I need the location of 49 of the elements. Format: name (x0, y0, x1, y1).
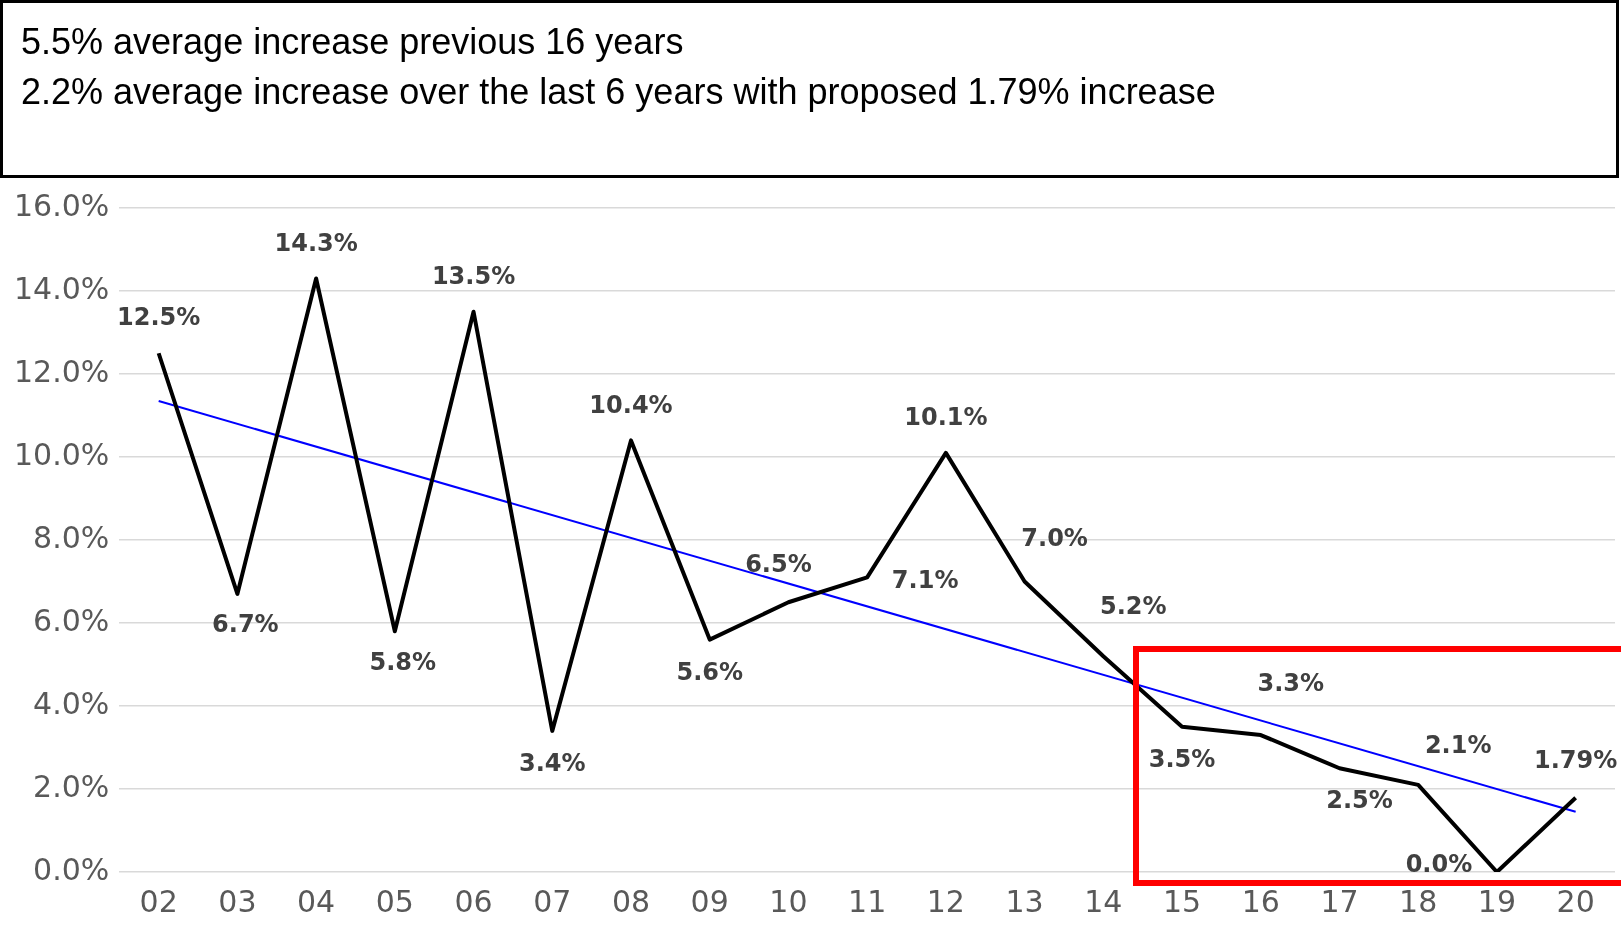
data-label: 10.4% (589, 390, 673, 419)
y-tick-label: 0.0% (33, 851, 110, 887)
data-label: 3.4% (518, 749, 586, 778)
data-label: 7.1% (891, 565, 959, 594)
y-tick-label: 16.0% (13, 187, 110, 223)
y-tick-label: 8.0% (33, 519, 110, 555)
x-tick-label: 12 (926, 883, 965, 919)
x-tick-label: 13 (1005, 883, 1044, 919)
x-tick-label: 02 (139, 883, 178, 919)
data-label: 10.1% (904, 403, 988, 432)
y-tick-label: 2.0% (33, 768, 110, 804)
data-label: 5.8% (369, 647, 437, 676)
x-tick-label: 04 (297, 883, 336, 919)
x-tick-label: 15 (1162, 883, 1202, 919)
data-label: 6.7% (212, 610, 279, 639)
data-label: 12.5% (117, 303, 201, 332)
y-tick-label: 6.0% (33, 602, 110, 638)
x-tick-label: 09 (690, 883, 729, 919)
x-tick-label: 06 (454, 883, 493, 919)
x-tick-label: 16 (1241, 883, 1280, 919)
x-tick-label: 20 (1556, 883, 1595, 919)
y-tick-label: 4.0% (33, 685, 110, 721)
data-label: 7.0% (1021, 523, 1088, 552)
x-tick-label: 05 (375, 883, 414, 919)
x-tick-label: 18 (1399, 883, 1438, 919)
y-tick-label: 10.0% (13, 436, 110, 472)
data-label: 3.5% (1148, 744, 1216, 773)
x-tick-label: 08 (611, 883, 651, 919)
chart-subtitle: 2.2% average increase over the last 6 years with proposed 1.79% increase (20, 70, 1217, 114)
data-label: 5.2% (1100, 592, 1167, 621)
data-label: 2.1% (1424, 731, 1492, 760)
data-label: 0.0% (1405, 850, 1473, 879)
data-label: 3.3% (1257, 669, 1325, 698)
data-label: 13.5% (431, 261, 516, 290)
data-label: 5.6% (676, 657, 743, 686)
x-tick-label: 19 (1477, 883, 1517, 919)
y-tick-label: 12.0% (13, 353, 110, 389)
data-label: 2.5% (1326, 786, 1393, 815)
data-label: 6.5% (745, 550, 812, 579)
y-tick-label: 14.0% (13, 270, 110, 306)
data-label: 14.3% (274, 228, 358, 257)
chart-title: 5.5% average increase previous 16 years (20, 20, 685, 64)
x-tick-label: 11 (848, 883, 887, 919)
data-label: 1.79% (1534, 745, 1618, 774)
x-tick-label: 03 (218, 883, 257, 919)
x-tick-label: 10 (769, 883, 808, 919)
x-tick-label: 07 (533, 883, 572, 919)
x-tick-label: 14 (1084, 883, 1123, 919)
x-tick-label: 17 (1320, 883, 1359, 919)
